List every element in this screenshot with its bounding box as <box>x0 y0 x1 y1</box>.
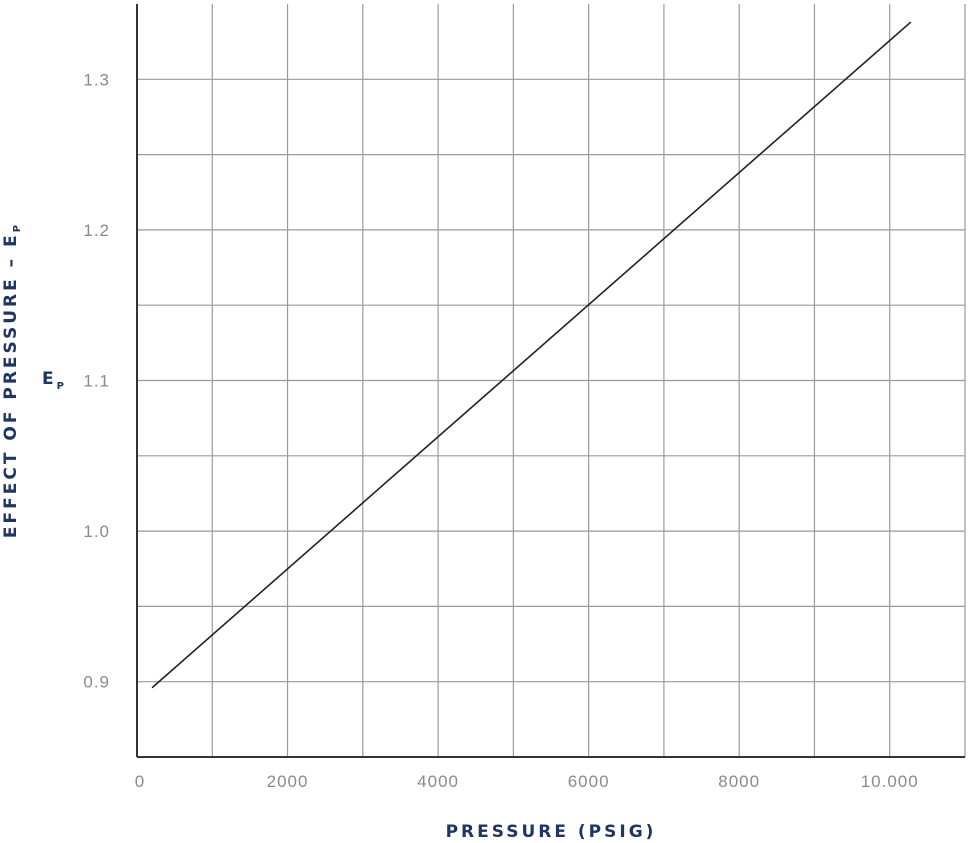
series-line <box>151 21 912 689</box>
x-tick-label: 10.000 <box>861 772 919 791</box>
y-axis-label: EFFECT OF PRESSURE – EP <box>1 222 23 538</box>
axes <box>136 4 965 758</box>
x-tick-label: 4000 <box>417 772 459 791</box>
x-tick-label: 8000 <box>718 772 760 791</box>
y-axis-label-main: EFFECT OF PRESSURE – E <box>1 232 21 538</box>
x-tick-label: 2000 <box>267 772 309 791</box>
x-tick-label: 6000 <box>568 772 610 791</box>
y-tick-label: 1.0 <box>83 522 110 541</box>
grid <box>137 4 966 757</box>
tick-labels: 0 2000 4000 6000 8000 10.000 0.9 1.0 1.1 1.2 1.3 <box>83 70 919 791</box>
y-tick-label: 1.2 <box>83 221 110 240</box>
x-axis-label: PRESSURE (PSIG) <box>446 822 657 842</box>
y-tick-label: 1.3 <box>83 70 110 89</box>
y-tick-label: 1.1 <box>83 372 110 391</box>
x-tick-label: 0 <box>135 772 145 791</box>
y-tick-label: 0.9 <box>83 673 110 692</box>
inner-label-sub: P <box>57 381 64 392</box>
y-axis-label-sub: P <box>12 222 23 232</box>
inner-label-main: E <box>42 369 54 389</box>
series <box>151 21 912 689</box>
